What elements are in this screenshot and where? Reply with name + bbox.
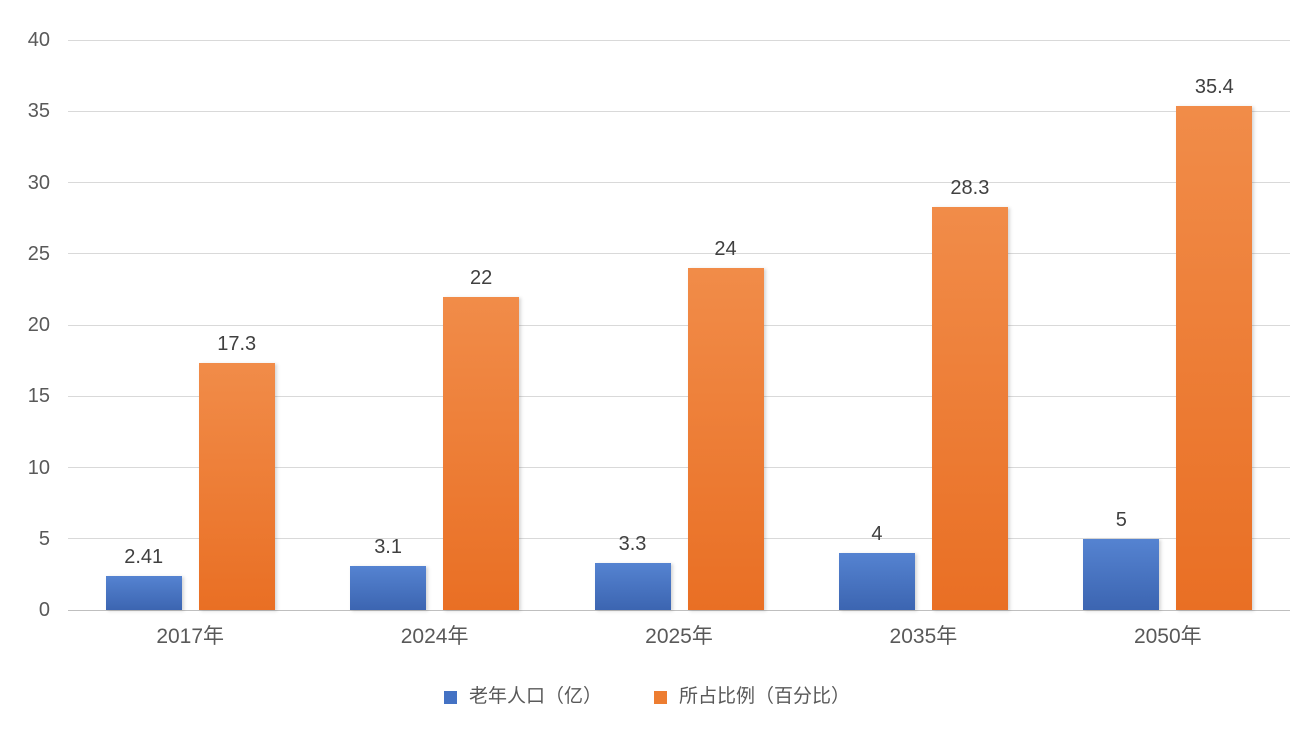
bar-series2 <box>1176 105 1253 610</box>
y-axis-tick-label: 20 <box>27 314 50 336</box>
legend-item: 所占比例（百分比） <box>654 685 850 709</box>
legend-item: 老年人口（亿） <box>443 685 602 709</box>
x-axis-category-label: 2025年 <box>645 625 713 648</box>
y-axis-tick-label: 40 <box>27 29 50 51</box>
legend-swatch-icon <box>443 690 457 704</box>
gridline <box>68 253 1290 255</box>
legend: 老年人口（亿） 所占比例（百分比） <box>0 683 1294 711</box>
gridline <box>68 39 1290 41</box>
y-axis-tick-label: 10 <box>27 456 50 479</box>
bar-series2 <box>931 206 1008 610</box>
x-axis-category-label: 2050年 <box>1133 625 1202 648</box>
bar-value-label: 35.4 <box>1194 75 1234 98</box>
x-axis-category-label: 2024年 <box>400 625 469 648</box>
gridline <box>68 182 1290 183</box>
x-axis-category-label: 2017年 <box>156 625 225 648</box>
bar-value-label: 5 <box>1115 508 1127 531</box>
bar-series2 <box>443 296 520 610</box>
x-axis-line <box>68 609 1290 611</box>
legend-label: 老年人口（亿） <box>468 686 602 707</box>
bar-series1 <box>1083 538 1160 610</box>
y-axis-tick-label: 0 <box>38 599 50 621</box>
y-axis-tick-label: 30 <box>27 171 50 194</box>
gridline <box>68 324 1290 326</box>
gridline <box>68 538 1290 540</box>
bar-series1 <box>105 575 182 610</box>
bar-value-label: 17.3 <box>217 333 257 356</box>
bar-value-label: 4 <box>871 523 883 545</box>
legend-swatch-icon <box>654 690 667 704</box>
y-axis-tick-label: 5 <box>38 527 50 550</box>
bar-value-label: 3.3 <box>618 532 647 555</box>
bar-series1 <box>594 562 671 610</box>
gridline <box>68 395 1290 397</box>
y-axis-tick-label: 35 <box>27 100 50 123</box>
bar-value-label: 3.1 <box>374 535 402 558</box>
gridline <box>68 110 1290 112</box>
bar-value-label: 28.3 <box>950 176 990 199</box>
x-axis-category-label: 2035年 <box>889 625 958 648</box>
bar-series1 <box>350 565 427 610</box>
gridline <box>68 467 1290 468</box>
y-axis-tick-label: 15 <box>27 385 50 408</box>
bar-series1 <box>838 553 915 610</box>
plot-area: 2.41 17.3 3.1 22 3.3 24 4 28.3 5 35.4 <box>68 39 1290 611</box>
bar-value-label: 2.41 <box>124 545 164 568</box>
bar-value-label: 22 <box>469 266 493 289</box>
bar-value-label: 24 <box>714 238 737 260</box>
legend-label: 所占比例（百分比） <box>679 686 851 707</box>
bar-series2 <box>198 363 275 610</box>
bar-series2 <box>687 268 764 610</box>
y-axis-tick-label: 25 <box>27 242 50 265</box>
